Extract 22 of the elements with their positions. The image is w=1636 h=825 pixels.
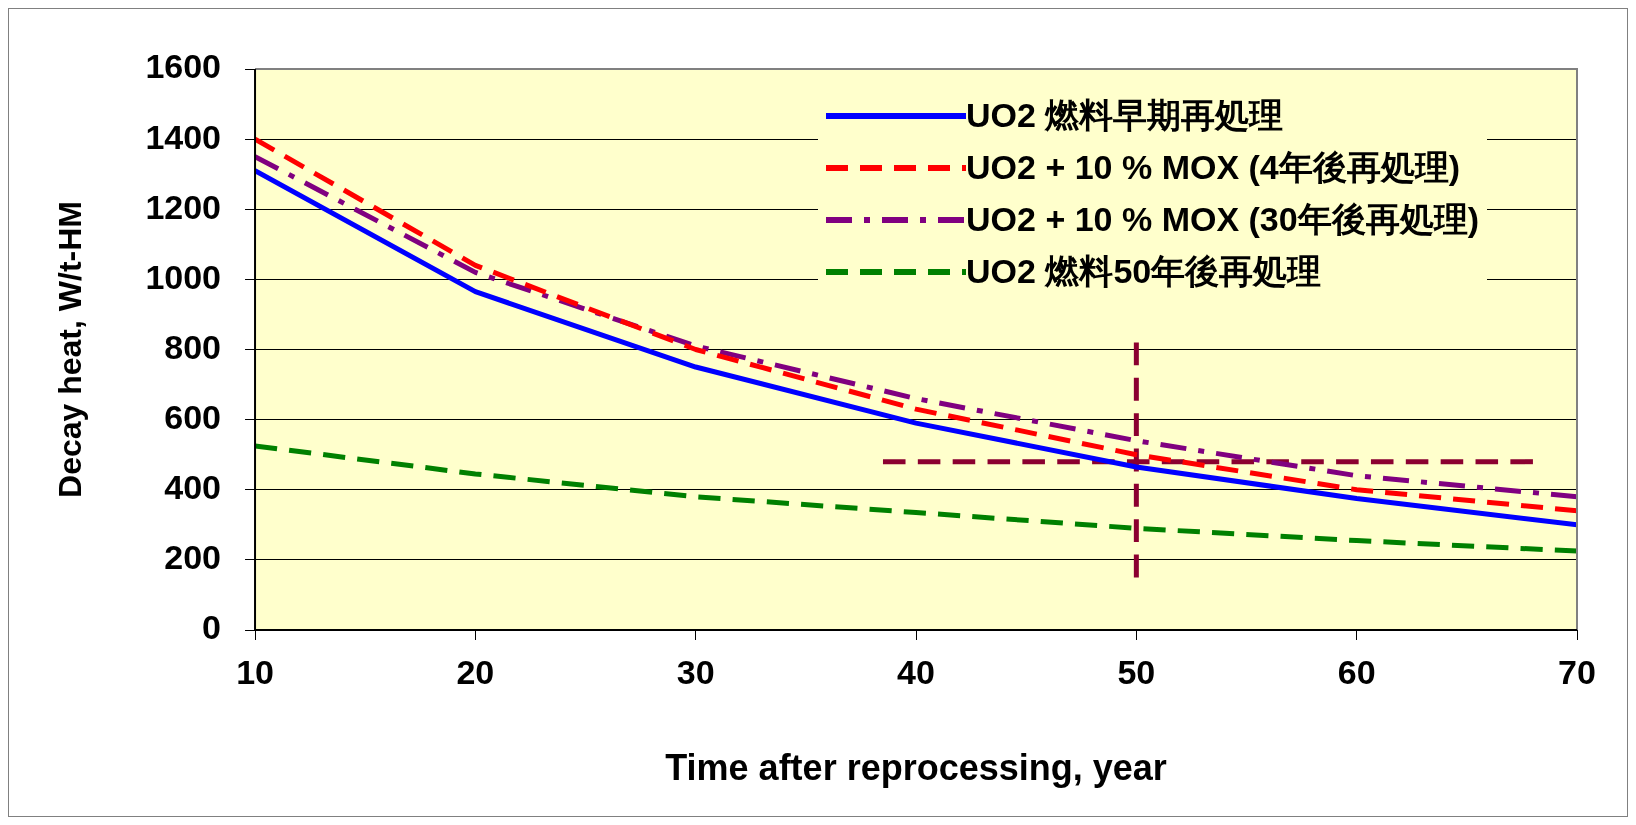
x-tick-label: 50 [1117,652,1156,691]
y-axis-title: Decay heat, W/t-HM [52,201,89,498]
legend-label: UO2 燃料早期再処理 [966,95,1284,136]
x-tick-label: 40 [897,652,935,691]
x-axis-title: Time after reprocessing, year [665,747,1167,789]
y-tick-label: 800 [164,327,222,366]
legend-label: UO2 + 10 % MOX (30年後再処理) [966,199,1479,240]
y-tick-label: 1200 [145,187,222,226]
y-tick-label: 1000 [145,257,222,296]
legend-label: UO2 燃料50年後再処理 [966,251,1322,292]
x-tick-label: 20 [456,652,495,691]
x-tick-label: 10 [236,652,274,691]
y-tick-label: 0 [202,608,222,647]
y-tick-label: 1400 [145,117,222,156]
legend-label: UO2 + 10 % MOX (4年後再処理) [966,147,1461,188]
x-tick-label: 30 [676,652,715,691]
y-tick-label: 1600 [145,47,222,86]
y-tick-label: 600 [164,398,222,436]
y-tick-label: 200 [164,538,222,577]
y-tick-label: 400 [164,468,222,507]
x-tick-label: 60 [1337,652,1376,691]
x-tick-label: 70 [1558,652,1596,691]
